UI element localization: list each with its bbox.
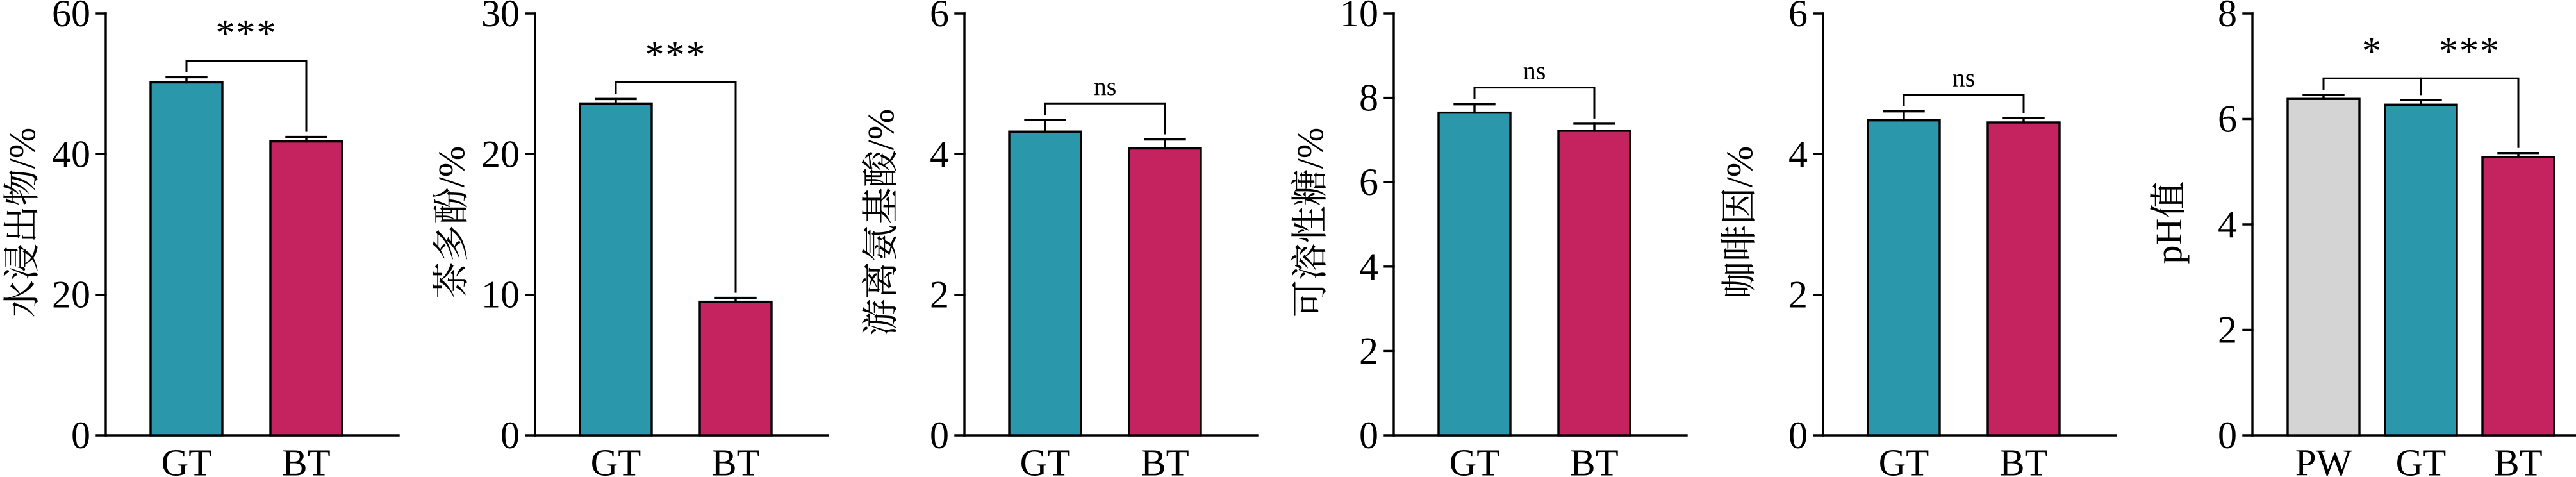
svg-text:0: 0	[2218, 414, 2237, 456]
svg-text:0: 0	[500, 414, 520, 456]
svg-text:BT: BT	[711, 441, 759, 477]
svg-text:ns: ns	[1523, 56, 1546, 85]
svg-text:4: 4	[930, 133, 949, 175]
svg-text:4: 4	[1359, 246, 1378, 288]
svg-text:8: 8	[2218, 0, 2237, 35]
svg-text:***: ***	[2439, 29, 2500, 72]
svg-text:GT: GT	[2396, 441, 2447, 477]
svg-text:6: 6	[1359, 161, 1378, 203]
svg-text:6: 6	[1788, 0, 1808, 35]
svg-text:2: 2	[2218, 309, 2237, 351]
svg-text:30: 30	[481, 0, 520, 35]
svg-text:GT: GT	[591, 441, 641, 477]
svg-text:GT: GT	[1020, 441, 1071, 477]
svg-text:BT: BT	[2494, 441, 2542, 477]
svg-text:GT: GT	[161, 441, 212, 477]
svg-text:20: 20	[52, 274, 90, 316]
svg-text:ns: ns	[1094, 72, 1117, 101]
svg-text:2: 2	[930, 274, 949, 316]
svg-text:0: 0	[1788, 414, 1808, 456]
svg-text:6: 6	[2218, 98, 2237, 140]
svg-text:GT: GT	[1879, 441, 1929, 477]
svg-text:ns: ns	[1953, 63, 1976, 92]
svg-text:*: *	[2362, 29, 2382, 72]
svg-text:40: 40	[52, 133, 90, 175]
svg-text:BT: BT	[1570, 441, 1618, 477]
svg-text:60: 60	[52, 0, 90, 35]
svg-text:20: 20	[481, 133, 520, 175]
svg-text:0: 0	[930, 414, 949, 456]
svg-text:GT: GT	[1449, 441, 1500, 477]
svg-text:0: 0	[1359, 414, 1378, 456]
svg-text:10: 10	[1340, 0, 1378, 35]
svg-text:4: 4	[2218, 203, 2237, 246]
svg-text:***: ***	[216, 12, 277, 54]
svg-text:2: 2	[1359, 330, 1378, 372]
svg-text:4: 4	[1788, 133, 1808, 175]
svg-text:10: 10	[481, 274, 520, 316]
svg-text:8: 8	[1359, 77, 1378, 119]
svg-text:PW: PW	[2295, 441, 2352, 477]
svg-text:BT: BT	[1141, 441, 1189, 477]
svg-text:6: 6	[930, 0, 949, 35]
svg-text:BT: BT	[282, 441, 330, 477]
svg-text:***: ***	[645, 33, 707, 76]
svg-text:0: 0	[71, 414, 90, 456]
svg-text:2: 2	[1788, 274, 1808, 316]
svg-text:BT: BT	[1999, 441, 2047, 477]
